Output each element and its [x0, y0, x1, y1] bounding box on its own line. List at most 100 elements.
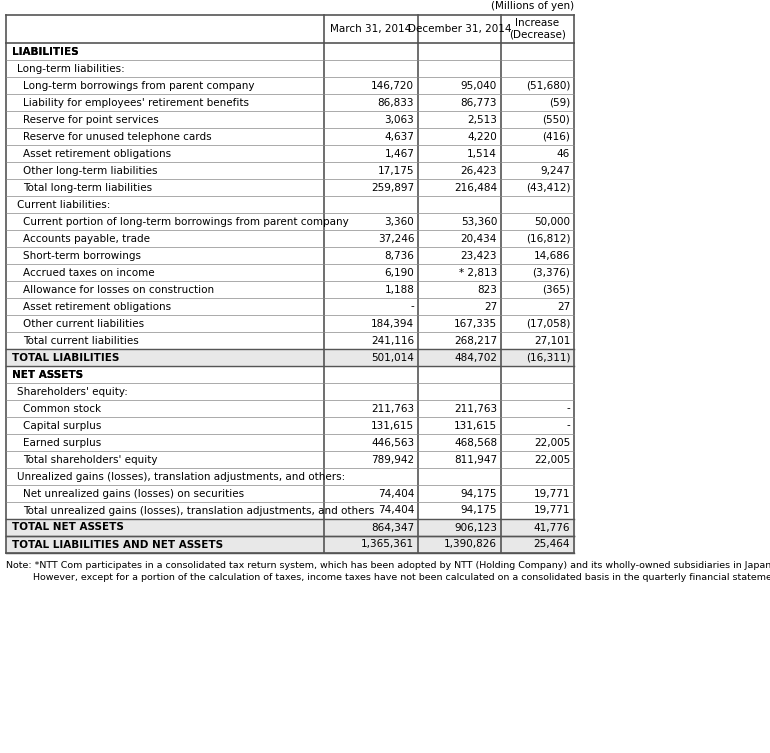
Text: March 31, 2014: March 31, 2014 — [330, 24, 411, 34]
Text: NET ASSETS: NET ASSETS — [12, 370, 83, 380]
Text: 41,776: 41,776 — [534, 523, 570, 532]
Text: Current liabilities:: Current liabilities: — [17, 200, 110, 209]
Text: 211,763: 211,763 — [454, 404, 497, 413]
Text: Earned surplus: Earned surplus — [22, 437, 101, 447]
Text: (51,680): (51,680) — [526, 81, 570, 90]
Text: (16,812): (16,812) — [526, 233, 570, 243]
Text: 131,615: 131,615 — [454, 420, 497, 431]
Text: (59): (59) — [549, 97, 570, 108]
Text: 17,175: 17,175 — [378, 166, 414, 175]
Text: 789,942: 789,942 — [371, 455, 414, 465]
Text: 86,833: 86,833 — [378, 97, 414, 108]
Text: 3,063: 3,063 — [384, 114, 414, 124]
Text: Current portion of long-term borrowings from parent company: Current portion of long-term borrowings … — [22, 217, 348, 227]
Text: Accounts payable, trade: Accounts payable, trade — [22, 233, 149, 243]
Text: 167,335: 167,335 — [454, 319, 497, 328]
Text: 184,394: 184,394 — [371, 319, 414, 328]
Text: Capital surplus: Capital surplus — [22, 420, 101, 431]
Text: 19,771: 19,771 — [534, 489, 570, 498]
Text: 259,897: 259,897 — [371, 182, 414, 193]
Text: Total current liabilities: Total current liabilities — [22, 336, 139, 346]
Text: 74,404: 74,404 — [378, 505, 414, 516]
Text: TOTAL LIABILITIES: TOTAL LIABILITIES — [12, 352, 119, 362]
Text: 864,347: 864,347 — [371, 523, 414, 532]
Text: Common stock: Common stock — [22, 404, 101, 413]
Text: 27,101: 27,101 — [534, 336, 570, 346]
Text: Shareholders' equity:: Shareholders' equity: — [17, 386, 128, 397]
Text: 1,467: 1,467 — [384, 148, 414, 158]
Text: 446,563: 446,563 — [371, 437, 414, 447]
Text: Unrealized gains (losses), translation adjustments, and others:: Unrealized gains (losses), translation a… — [17, 471, 345, 481]
Text: (550): (550) — [542, 114, 570, 124]
Text: 216,484: 216,484 — [454, 182, 497, 193]
Text: (43,412): (43,412) — [526, 182, 570, 193]
Text: 1,188: 1,188 — [384, 285, 414, 294]
Text: 26,423: 26,423 — [460, 166, 497, 175]
Text: 22,005: 22,005 — [534, 455, 570, 465]
Text: Allowance for losses on construction: Allowance for losses on construction — [22, 285, 214, 294]
Text: (17,058): (17,058) — [526, 319, 570, 328]
Text: 484,702: 484,702 — [454, 352, 497, 362]
Text: 4,220: 4,220 — [467, 132, 497, 142]
Text: Accrued taxes on income: Accrued taxes on income — [22, 267, 154, 278]
Text: 74,404: 74,404 — [378, 489, 414, 498]
Text: 95,040: 95,040 — [460, 81, 497, 90]
Text: 6,190: 6,190 — [384, 267, 414, 278]
Text: * 2,813: * 2,813 — [459, 267, 497, 278]
Text: 19,771: 19,771 — [534, 505, 570, 516]
Text: (365): (365) — [542, 285, 570, 294]
Text: Total unrealized gains (losses), translation adjustments, and others: Total unrealized gains (losses), transla… — [22, 505, 374, 516]
Text: 468,568: 468,568 — [454, 437, 497, 447]
Text: Other current liabilities: Other current liabilities — [22, 319, 144, 328]
Text: 211,763: 211,763 — [371, 404, 414, 413]
Text: 27: 27 — [557, 301, 570, 312]
Text: -: - — [410, 301, 414, 312]
Text: (Millions of yen): (Millions of yen) — [490, 1, 574, 11]
Text: 241,116: 241,116 — [371, 336, 414, 346]
Text: Reserve for point services: Reserve for point services — [22, 114, 159, 124]
Text: 14,686: 14,686 — [534, 251, 570, 261]
Text: 20,434: 20,434 — [460, 233, 497, 243]
Text: Other long-term liabilities: Other long-term liabilities — [22, 166, 157, 175]
Text: 22,005: 22,005 — [534, 437, 570, 447]
Text: LIABILITIES: LIABILITIES — [12, 47, 79, 56]
Text: (3,376): (3,376) — [532, 267, 570, 278]
Text: 811,947: 811,947 — [454, 455, 497, 465]
Text: 53,360: 53,360 — [460, 217, 497, 227]
Text: Short-term borrowings: Short-term borrowings — [22, 251, 141, 261]
Text: Reserve for unused telephone cards: Reserve for unused telephone cards — [22, 132, 211, 142]
Text: LIABILITIES: LIABILITIES — [12, 47, 79, 56]
Text: 23,423: 23,423 — [460, 251, 497, 261]
Text: Total long-term liabilities: Total long-term liabilities — [22, 182, 152, 193]
Text: Increase
(Decrease): Increase (Decrease) — [509, 18, 566, 40]
Text: 86,773: 86,773 — [460, 97, 497, 108]
Text: (416): (416) — [542, 132, 570, 142]
Text: Net unrealized gains (losses) on securities: Net unrealized gains (losses) on securit… — [22, 489, 244, 498]
Text: 8,736: 8,736 — [384, 251, 414, 261]
Text: NET ASSETS: NET ASSETS — [12, 370, 83, 380]
Text: (16,311): (16,311) — [526, 352, 570, 362]
Text: 146,720: 146,720 — [371, 81, 414, 90]
Text: TOTAL LIABILITIES AND NET ASSETS: TOTAL LIABILITIES AND NET ASSETS — [12, 539, 223, 550]
Text: 1,365,361: 1,365,361 — [361, 539, 414, 550]
Text: -: - — [567, 404, 570, 413]
Text: 1,514: 1,514 — [467, 148, 497, 158]
Text: 2,513: 2,513 — [467, 114, 497, 124]
Text: 268,217: 268,217 — [454, 336, 497, 346]
Text: 50,000: 50,000 — [534, 217, 570, 227]
Text: Asset retirement obligations: Asset retirement obligations — [22, 301, 171, 312]
Text: However, except for a portion of the calculation of taxes, income taxes have not: However, except for a portion of the cal… — [6, 573, 770, 582]
Text: 501,014: 501,014 — [371, 352, 414, 362]
Text: 25,464: 25,464 — [534, 539, 570, 550]
Text: 94,175: 94,175 — [460, 505, 497, 516]
Text: -: - — [567, 420, 570, 431]
Text: 3,360: 3,360 — [384, 217, 414, 227]
Text: Total shareholders' equity: Total shareholders' equity — [22, 455, 157, 465]
Text: 9,247: 9,247 — [541, 166, 570, 175]
Text: December 31, 2014: December 31, 2014 — [407, 24, 511, 34]
Text: 823: 823 — [477, 285, 497, 294]
Text: 27: 27 — [484, 301, 497, 312]
Text: Asset retirement obligations: Asset retirement obligations — [22, 148, 171, 158]
Text: Note: *NTT Com participates in a consolidated tax return system, which has been : Note: *NTT Com participates in a consoli… — [6, 561, 770, 570]
Text: TOTAL NET ASSETS: TOTAL NET ASSETS — [12, 523, 124, 532]
